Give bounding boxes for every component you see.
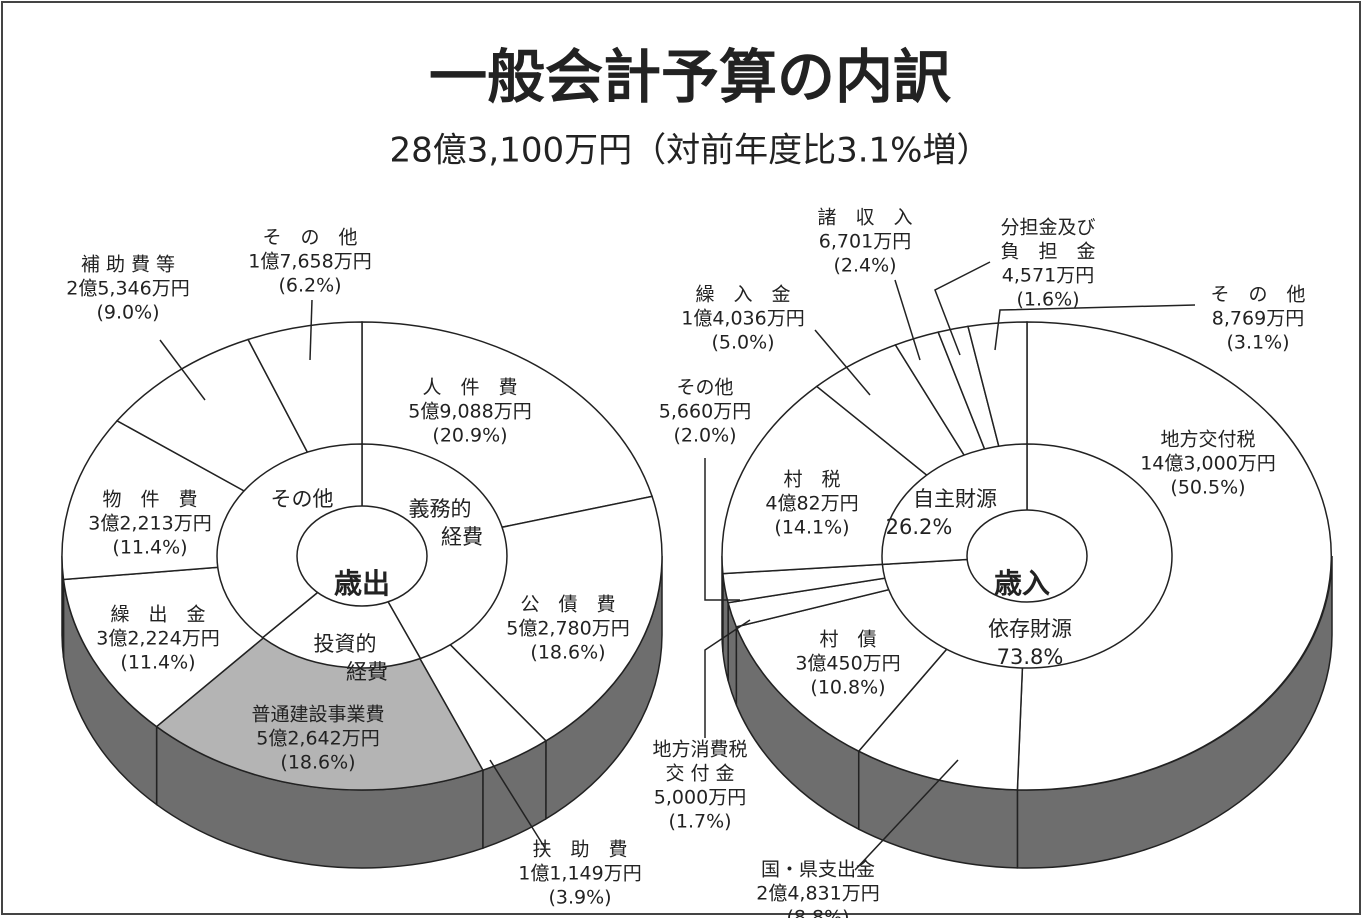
leader-line: [994, 304, 1196, 351]
group-label: 経費: [346, 660, 388, 684]
slice-amount: 2億4,831万円: [756, 883, 879, 905]
slice-value-label: (8.8%): [786, 907, 849, 918]
group-label: 依存財源: [988, 617, 1072, 641]
group-ring: [361, 443, 508, 660]
slice-value-label: (18.6%): [530, 642, 605, 664]
slice-value-label: (3.1%): [1226, 332, 1289, 354]
center-label: 歳出: [334, 567, 390, 600]
slice-value-label: (1.7%): [668, 811, 731, 833]
slice-amount: 3億450万円: [795, 653, 900, 675]
group-label: その他: [271, 487, 334, 511]
chart-title: 一般会計予算の内訳: [429, 43, 952, 111]
slice-name: 地方交付税: [1160, 429, 1255, 451]
slice-amount: 8,769万円: [1212, 308, 1304, 330]
slice-value-label: (18.6%): [280, 752, 355, 774]
chart-subtitle: 28億3,100万円（対前年度比3.1%増）: [390, 131, 991, 171]
pie-slice: [155, 554, 484, 791]
slice-amount: 2億5,346万円: [66, 278, 189, 300]
leader-line: [814, 329, 871, 396]
group-label: 自主財源: [913, 487, 997, 511]
slice-value-label: (20.9%): [432, 425, 507, 447]
slice-value-label: (3.9%): [548, 887, 611, 909]
slice-amount: 4億82万円: [765, 493, 858, 515]
slice-value-label: (14.1%): [774, 517, 849, 539]
center-label: 歳入: [994, 567, 1050, 600]
slice-amount: 5,000万円: [654, 787, 746, 809]
leader-line: [704, 458, 740, 601]
slice-name: 諸 収 入: [817, 207, 912, 229]
slice-name: 村 税: [783, 469, 840, 491]
group-ring: [216, 443, 363, 639]
leader-line: [489, 759, 546, 849]
slice-name: 交 付 金: [665, 763, 734, 785]
slice-value-label: (11.4%): [120, 652, 195, 674]
slice-value-label: (1.6%): [1016, 289, 1079, 311]
slice-name: その他: [676, 377, 733, 399]
slice-amount: 1億4,036万円: [681, 308, 804, 330]
slice-name: 負 担 金: [1000, 241, 1095, 263]
pie-slice: [1016, 321, 1333, 791]
group-label: 投資的: [314, 632, 377, 656]
slice-value-label: (10.8%): [810, 677, 885, 699]
leader-line: [894, 279, 921, 361]
slice-name: 国・県支出金: [761, 859, 875, 881]
slice-amount: 5,660万円: [659, 401, 751, 423]
group-ring: [261, 554, 422, 669]
slice-value-label: (2.4%): [833, 255, 896, 277]
slice-name: 地方消費税: [652, 739, 747, 761]
group-value-label: 26.2%: [886, 515, 953, 539]
group-value-label: 73.8%: [997, 645, 1064, 669]
slice-amount: 5億9,088万円: [408, 401, 531, 423]
slice-value-label: (6.2%): [278, 275, 341, 297]
slice-value-label: (50.5%): [1170, 477, 1245, 499]
slice-amount: 5億2,780万円: [506, 618, 629, 640]
slice-amount: 3億2,224万円: [96, 628, 219, 650]
slice-value-label: (2.0%): [673, 425, 736, 447]
slice-name: 補 助 費 等: [81, 254, 175, 276]
slice-amount: 14億3,000万円: [1140, 453, 1276, 475]
slice-amount: 5億2,642万円: [256, 728, 379, 750]
leader-line: [704, 619, 751, 738]
slice-name: 分担金及び: [1000, 217, 1095, 239]
slice-name: 繰 出 金: [110, 604, 205, 626]
slice-amount: 1億7,658万円: [248, 251, 371, 273]
leader-line: [854, 759, 959, 871]
slice-amount: 4,571万円: [1002, 265, 1094, 287]
group-label: 経費: [441, 525, 483, 549]
slice-value-label: (11.4%): [112, 537, 187, 559]
slice-name: そ の 他: [262, 227, 357, 249]
slice-name: 村 債: [819, 629, 876, 651]
pie-hole: [296, 505, 428, 607]
slice-name: そ の 他: [1210, 284, 1305, 306]
leader-line: [309, 299, 313, 361]
group-label: 義務的: [409, 497, 472, 521]
slice-amount: 3億2,213万円: [88, 513, 211, 535]
slice-amount: 1億1,149万円: [518, 863, 641, 885]
leader-line: [159, 339, 206, 401]
slice-value-label: (9.0%): [96, 302, 159, 324]
slice-name: 繰 入 金: [695, 284, 790, 306]
slice-name: 扶 助 費: [532, 839, 627, 861]
pie-hole: [966, 509, 1088, 603]
slice-amount: 6,701万円: [819, 231, 911, 253]
slice-name: 人 件 費: [422, 377, 517, 399]
slice-value-label: (5.0%): [711, 332, 774, 354]
leader-line: [934, 261, 991, 356]
slice-name: 公 債 費: [520, 594, 615, 616]
slice-name: 普通建設事業費: [251, 704, 384, 726]
slice-name: 物 件 費: [102, 489, 197, 511]
